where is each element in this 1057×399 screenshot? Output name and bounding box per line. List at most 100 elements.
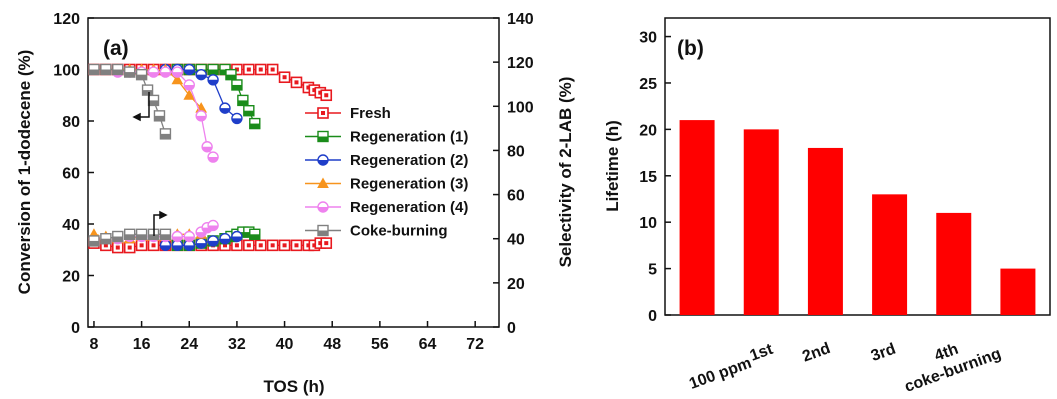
arrow-to-left-axis [132, 92, 150, 122]
selectivity-point-coke-burning [100, 233, 112, 245]
y-tick-label-a: 0 [71, 320, 80, 337]
conversion-point-coke-burning [153, 110, 166, 122]
x-tick-label-b: 3rd [869, 341, 898, 365]
x-tick-label-a: 64 [419, 336, 437, 353]
bar [936, 212, 972, 315]
x-tick-label-line: 2nd [800, 340, 833, 366]
conversion-point-coke-burning [141, 84, 154, 96]
y-tick-label-b: 5 [648, 262, 657, 279]
ticks-a: 8 16 24 32 40 48 56 64 72 0 20 40 60 80 100 120 0 20 40 60 8… [53, 11, 534, 353]
y-axis-title-a: Conversion of 1-dodecene (%) [15, 50, 34, 295]
conversion-point-regeneration-2 [231, 112, 243, 125]
selectivity-point-regeneration-2 [207, 235, 219, 247]
x-tick-label-a: 16 [133, 336, 151, 353]
chart-a: 8 16 24 32 40 48 56 64 72 0 20 40 60 80 100 120 0 20 40 60 8… [15, 11, 575, 396]
y2-axis-title-a: Selectivity of 2-LAB (%) [556, 77, 575, 268]
y-tick-label-a: 60 [62, 166, 80, 183]
selectivity-point-coke-burning [159, 228, 172, 241]
panel-label-b: (b) [677, 37, 704, 60]
legend-item-regeneration-4: Regeneration (4) [305, 199, 468, 216]
y2-tick-label-a: 20 [507, 276, 525, 293]
conversion-point-regeneration-4 [183, 79, 195, 91]
bar [1000, 268, 1036, 315]
selectivity-point-fresh [243, 239, 255, 252]
conversion-point-regeneration-1 [207, 63, 219, 76]
x-tick-label-a: 48 [323, 336, 341, 353]
selectivity-line-fresh [93, 242, 327, 249]
y2-tick-label-a: 120 [507, 55, 534, 72]
conversion-point-coke-burning [159, 128, 172, 140]
legend-item-regeneration-1: Regeneration (1) [305, 129, 468, 146]
selectivity-point-regeneration-4 [171, 230, 184, 243]
x-tick-label-line: 100 ppm [687, 355, 754, 393]
y2-tick-label-a: 80 [507, 143, 525, 160]
conversion-point-regeneration-2 [219, 102, 231, 114]
conversion-line-regeneration-4 [117, 71, 214, 158]
conversion-point-regeneration-4 [207, 151, 219, 163]
conversion-point-regeneration-1 [243, 104, 255, 117]
conversion-point-fresh [290, 76, 303, 89]
conversion-point-fresh [266, 63, 279, 76]
y-tick-label-b: 25 [639, 76, 657, 93]
conversion-point-fresh [278, 71, 291, 84]
conversion-point-coke-burning [100, 63, 112, 76]
selectivity-point-coke-burning [112, 230, 124, 243]
y-tick-label-b: 20 [639, 122, 657, 139]
panel-label-a: (a) [103, 37, 129, 60]
y-tick-label-a: 80 [62, 114, 80, 131]
conversion-point-regeneration-1 [231, 79, 243, 91]
conversion-point-fresh [254, 63, 267, 76]
y2-tick-label-a: 140 [507, 11, 534, 28]
legend-label: Regeneration (3) [350, 176, 468, 193]
x-tick-label-a: 24 [180, 336, 198, 353]
conversion-point-coke-burning [112, 63, 124, 76]
conversion-point-regeneration-2 [207, 74, 219, 86]
selectivity-point-fresh [278, 239, 291, 252]
x-axis-title-a: TOS (h) [263, 377, 324, 396]
selectivity-point-regeneration-2 [219, 233, 231, 245]
conversion-point-regeneration-4 [171, 66, 184, 78]
y-axis-title-b: Lifetime (h) [603, 120, 622, 212]
selectivity-point-fresh [320, 237, 333, 249]
conversion-point-fresh [320, 89, 333, 102]
x-tick-label-a: 56 [371, 336, 389, 353]
y-tick-label-a: 20 [62, 269, 80, 286]
selectivity-point-regeneration-2 [231, 230, 243, 243]
selectivity-point-fresh [290, 239, 303, 252]
selectivity-point-coke-burning [88, 235, 100, 247]
conversion-point-regeneration-4 [159, 66, 172, 78]
bar [743, 129, 779, 315]
conversion-point-regeneration-3 [171, 73, 184, 85]
legend-a: Fresh Regeneration (1) Regeneration (2) Reg… [305, 105, 468, 240]
legend-label: Regeneration (4) [350, 199, 468, 216]
x-tick-label-line: 3rd [869, 341, 898, 365]
x-tick-label-a: 8 [90, 336, 99, 353]
y2-tick-label-a: 40 [507, 232, 525, 249]
legend-item-coke-burning: Coke-burning [305, 223, 448, 240]
y-tick-label-a: 120 [53, 11, 80, 28]
selectivity-point-regeneration-4 [207, 219, 219, 232]
y-tick-label-b: 10 [639, 215, 657, 232]
x-tick-label-b: 100 ppm [687, 355, 754, 393]
legend-item-fresh: Fresh [305, 105, 391, 122]
conversion-point-fresh [243, 63, 255, 76]
ticks-b: 0 5 10 15 20 25 30 [639, 30, 1019, 325]
legend-label: Regeneration (1) [350, 129, 468, 146]
series-a [88, 63, 333, 254]
legend-label: Fresh [350, 105, 391, 122]
x-tick-label-a: 40 [276, 336, 294, 353]
conversion-point-regeneration-1 [237, 94, 249, 107]
conversion-point-coke-burning [135, 68, 148, 81]
y-tick-label-a: 100 [53, 63, 80, 80]
bar [872, 194, 908, 315]
y-tick-label-b: 15 [639, 169, 657, 186]
conversion-point-regeneration-1 [225, 68, 237, 81]
chart-b: 0 5 10 15 20 25 30 (b) Lifetime (h) 100 ppm1st… [603, 17, 1051, 396]
legend-item-regeneration-3: Regeneration (3) [305, 176, 468, 193]
y-tick-label-a: 40 [62, 217, 80, 234]
conversion-point-coke-burning [88, 63, 100, 76]
y2-tick-label-a: 60 [507, 188, 525, 205]
